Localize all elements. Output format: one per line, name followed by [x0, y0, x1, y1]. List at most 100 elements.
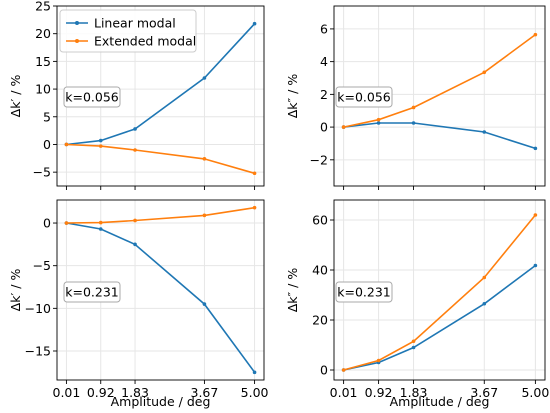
data-point — [202, 302, 207, 306]
data-point — [64, 221, 69, 225]
y-tick-label: 6 — [320, 21, 328, 36]
y-axis-label: Δk″ / % — [285, 268, 300, 313]
data-point — [252, 171, 257, 176]
y-tick-label: 0 — [43, 216, 51, 231]
data-point — [252, 205, 257, 210]
x-tick-label: 0.92 — [365, 385, 393, 400]
data-point — [98, 220, 103, 225]
data-point — [411, 345, 416, 350]
data-point — [252, 21, 257, 26]
series-linear-modal — [64, 221, 257, 375]
series-extended-modal — [64, 142, 257, 176]
data-point — [533, 32, 538, 37]
y-tick-label: 5 — [43, 109, 51, 124]
chart-panel-2: −2 0 2 4 6 Δk″ / % k=0.056 — [285, 5, 546, 190]
k-annotation: k=0.231 — [335, 281, 393, 303]
y-tick-label: 25 — [35, 0, 51, 14]
data-point — [133, 242, 137, 247]
annotation-box — [63, 86, 121, 108]
legend-marker — [75, 39, 79, 43]
data-point — [202, 213, 207, 218]
data-point — [98, 138, 103, 143]
legend-marker — [75, 21, 79, 25]
annotation-text: k=0.056 — [65, 90, 119, 105]
y-tick-label: 0 — [320, 363, 328, 378]
y-tick-label: 20 — [312, 313, 328, 328]
y-tick-label: 60 — [312, 213, 328, 228]
y-tick-label: −5 — [33, 165, 51, 180]
x-tick-label: 3.67 — [191, 385, 219, 400]
data-point — [98, 227, 103, 231]
x-tick-label: 1.83 — [400, 385, 428, 400]
data-point — [533, 146, 538, 151]
data-point — [411, 105, 416, 110]
data-point — [411, 121, 416, 125]
x-tick-label: 0.01 — [53, 385, 81, 400]
k-annotation: k=0.056 — [335, 86, 393, 108]
legend-entry: Extended modal — [94, 34, 196, 49]
y-tick-label: 40 — [312, 263, 328, 278]
x-axis-label: Amplitude / deg — [111, 394, 211, 409]
y-tick-label: −10 — [25, 301, 51, 316]
data-point — [376, 117, 381, 122]
annotation-box — [335, 281, 393, 303]
data-point — [202, 157, 207, 161]
chart-panel-1: −5 0 5 10 15 20 25 Δk′ / % k=0.056 Linear modal Ex… — [8, 0, 265, 190]
annotation-box — [335, 86, 393, 108]
series-line — [343, 33, 536, 128]
k-annotation: k=0.056 — [63, 86, 121, 108]
series-line — [66, 206, 255, 224]
data-point — [202, 76, 207, 80]
plot-frame — [56, 5, 265, 187]
data-point — [341, 125, 346, 129]
data-point — [482, 130, 487, 134]
chart-panel-4: 0 20 40 60 0.01 0.92 1.83 3.67 5.00 Δk″ / % Amplit… — [285, 199, 549, 409]
x-tick-label: 3.67 — [470, 385, 498, 400]
data-point — [482, 275, 487, 280]
x-tick-label: 0.92 — [87, 385, 115, 400]
chart-panel-3: −15 −10 −5 0 0.01 0.92 1.83 3.67 5.00 Δk′ / % Ampl… — [8, 199, 269, 409]
annotation-text: k=0.231 — [337, 285, 391, 300]
x-tick-label: 5.00 — [241, 385, 269, 400]
x-tick-label: 1.83 — [121, 385, 149, 400]
grid — [334, 200, 545, 380]
data-point — [64, 142, 69, 147]
x-tick-label: 5.00 — [521, 385, 549, 400]
k-annotation: k=0.231 — [63, 281, 121, 303]
y-tick-label: −5 — [33, 258, 51, 273]
data-point — [482, 301, 487, 306]
y-tick-label: 0 — [320, 120, 328, 135]
data-point — [533, 213, 538, 217]
data-point — [376, 121, 381, 125]
y-tick-label: −2 — [310, 152, 328, 167]
data-point — [341, 368, 346, 372]
legend-box — [59, 9, 197, 53]
series-line — [66, 143, 255, 175]
annotation-text: k=0.056 — [337, 90, 391, 105]
y-tick-label: 20 — [35, 26, 51, 41]
annotation-box — [63, 281, 121, 303]
data-point — [133, 218, 137, 223]
y-tick-label: −15 — [25, 343, 51, 358]
annotation-text: k=0.231 — [65, 285, 119, 300]
legend: Linear modal Extended modal — [59, 9, 197, 53]
series-linear-modal — [341, 121, 538, 151]
data-point — [133, 148, 137, 152]
data-point — [133, 127, 137, 131]
data-point — [411, 339, 416, 344]
series-extended-modal — [341, 213, 538, 372]
data-point — [482, 70, 487, 75]
y-axis-label: Δk″ / % — [285, 74, 300, 119]
data-point — [533, 263, 538, 268]
x-axis-label: Amplitude / deg — [390, 394, 490, 409]
data-point — [98, 144, 103, 148]
data-point — [252, 370, 257, 375]
y-axis-label: Δk′ / % — [8, 75, 23, 118]
series-extended-modal — [64, 205, 257, 225]
x-tick-label: 0.01 — [330, 385, 358, 400]
data-point — [376, 358, 381, 363]
y-tick-label: 0 — [43, 137, 51, 152]
y-tick-label: 4 — [320, 54, 328, 69]
series-extended-modal — [341, 32, 538, 129]
